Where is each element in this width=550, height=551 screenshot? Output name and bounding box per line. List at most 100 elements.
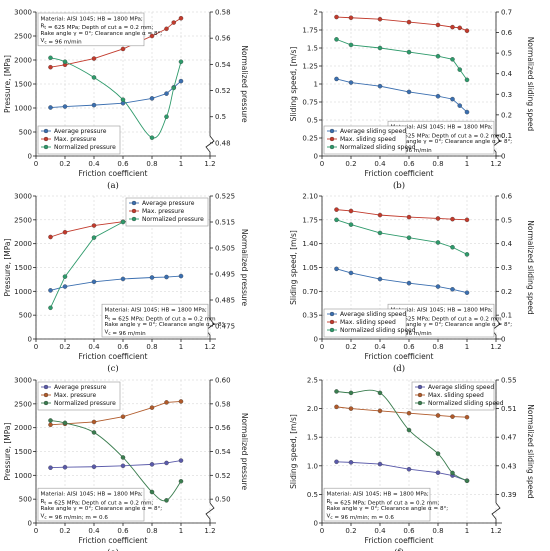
data-point [171, 85, 176, 91]
data-point [178, 479, 184, 484]
data-point [164, 498, 169, 503]
x-tick-label: 0.2 [59, 343, 70, 351]
data-point [178, 273, 184, 279]
data-point [91, 75, 97, 80]
y-tick-label-left: 1.25 [302, 63, 318, 71]
data-point [435, 240, 441, 245]
data-point [62, 464, 68, 470]
data-point [178, 458, 184, 463]
data-point [348, 222, 354, 227]
x-tick-label: 0.4 [374, 343, 386, 351]
panel-caption: (e) [107, 547, 119, 551]
data-point [48, 305, 53, 311]
data-point [149, 33, 155, 39]
y-tick-label-right: 0.51 [501, 405, 517, 413]
data-point [457, 103, 462, 108]
data-point [406, 427, 412, 433]
y-axis-label-left: Sliding speed, [m/s] [289, 47, 298, 122]
y-axis-label-left: Pressure, [MPa] [3, 422, 12, 480]
y-tick-label-right: 0.485 [215, 297, 235, 305]
y-tick-label-right: 0.52 [215, 87, 231, 95]
data-point [164, 400, 169, 405]
legend-marker [417, 400, 423, 406]
y-axis-label-left: Pressure, [MPa] [3, 238, 12, 296]
y-tick-label-left: 2500 [14, 216, 32, 224]
annotation-box: Material: AISI 1045; HB = 1800 MPa;Rt = … [101, 303, 226, 338]
x-axis-label: Friction coefficient [365, 169, 434, 178]
annotation-line: Material: AISI 1045; HB = 1800 MPa; [105, 308, 207, 314]
y-axis-label-left: Sliding speed, [m/s] [289, 230, 298, 305]
data-point [178, 59, 184, 64]
y-tick-label-left: 2000 [14, 240, 32, 248]
data-point [334, 389, 339, 394]
x-tick-label: 0.2 [345, 160, 356, 168]
annotation-line: Vc = 96 m/min; m = 0.6 [41, 513, 109, 521]
legend-entry: Average sliding speed [340, 128, 406, 135]
data-point [377, 212, 383, 218]
data-point [120, 414, 126, 419]
x-tick-label: 1 [179, 343, 183, 351]
data-point [334, 14, 339, 20]
legend-entry: Average pressure [142, 200, 195, 207]
data-point [48, 422, 53, 428]
legend-entry: Normalized sliding speed [428, 400, 504, 407]
data-point [48, 64, 53, 70]
data-point [120, 276, 126, 282]
x-tick-label: 0.6 [117, 343, 129, 351]
data-point [48, 465, 53, 470]
data-point [464, 290, 470, 295]
data-point [120, 97, 126, 102]
data-point [435, 216, 441, 221]
y-tick-label-left: 0.35 [302, 312, 318, 320]
x-tick-label: 0.4 [374, 160, 386, 168]
y-tick-label-left: 0.25 [302, 135, 318, 143]
series-line-0 [50, 275, 182, 291]
y-tick-label-right: 0.5 [215, 113, 226, 121]
axis-break-mark [205, 135, 215, 156]
annotation-box: Material: AISI 1045; HB = 1800 MPa;Rt = … [323, 487, 448, 522]
y-tick-label-left: 0 [28, 153, 32, 161]
y-tick-label-left: 1.75 [302, 216, 318, 224]
data-point [91, 235, 97, 240]
panel-caption: (a) [107, 180, 119, 191]
series-line-0 [336, 268, 468, 294]
y-tick-label-left: 500 [19, 312, 32, 320]
y-tick-label-right: 0.2 [501, 111, 512, 119]
data-point [91, 464, 97, 470]
data-point [435, 451, 441, 456]
data-point [435, 413, 441, 418]
data-point [334, 207, 339, 212]
data-point [149, 96, 155, 101]
y-tick-label-left: 2.10 [302, 193, 318, 201]
x-tick-label: 0 [34, 343, 38, 351]
legend-entry: Normalized sliding speed [340, 327, 416, 334]
legend-marker [43, 128, 49, 134]
data-point [348, 270, 354, 276]
x-tick-label: 1 [465, 160, 469, 168]
data-point [450, 244, 455, 250]
data-point [348, 406, 354, 411]
y-axis-label-right: Normalized sliding speed [526, 220, 535, 315]
series-line-1 [336, 209, 468, 221]
data-point [62, 229, 68, 235]
y-tick-label-left: 3000 [14, 9, 32, 17]
legend-entry: Normalized pressure [54, 144, 116, 151]
y-tick-label-left: 1500 [14, 264, 32, 272]
x-tick-label: 0 [34, 160, 38, 168]
annotation-line: Rt = 625 MPa; Depth of cut a = 0.2 mm; [327, 499, 440, 507]
legend-entry: Average pressure [54, 384, 107, 391]
data-point [62, 59, 68, 64]
x-tick-label: 0 [34, 527, 38, 535]
annotation-line: Rt = 625 MPa; Depth of cut a = 0.2 mm [105, 315, 216, 323]
x-axis-label: Friction coefficient [365, 352, 434, 361]
y-tick-label-left: 1000 [14, 288, 32, 296]
y-tick-label-left: 0 [314, 336, 318, 344]
y-tick-label-right: 0.43 [501, 462, 517, 470]
data-point [62, 104, 68, 109]
y-tick-label-left: 0 [28, 520, 32, 528]
data-point [164, 460, 169, 466]
legend-marker [417, 384, 423, 390]
